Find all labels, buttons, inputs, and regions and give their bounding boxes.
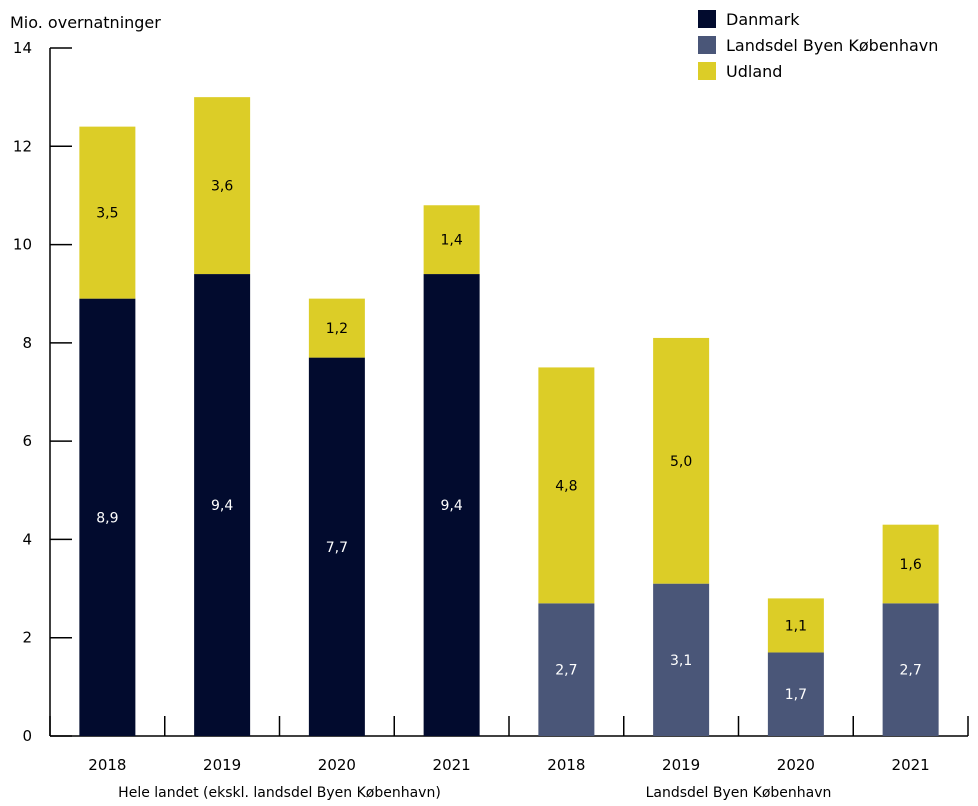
bar-segment	[308, 357, 365, 736]
x-axis: 2018 2019 2020 2021 2018 2019 2020 2021 Hele lan…	[49, 716, 969, 801]
legend-label: Danmark	[726, 10, 800, 29]
bar-value-label: 1,7	[785, 687, 807, 703]
bar-segment	[538, 603, 595, 736]
bar-value-label: 1,6	[899, 557, 921, 573]
x-tick-label: 2019	[203, 756, 241, 774]
x-tick-label: 2021	[433, 756, 471, 774]
bar-segment	[79, 126, 136, 299]
x-tick-label: 2019	[662, 756, 700, 774]
x-tick-label: 2020	[777, 756, 815, 774]
bar-value-label: 2,7	[555, 663, 577, 679]
x-tick-label: 2021	[892, 756, 930, 774]
bar-value-label: 2,7	[899, 663, 921, 679]
bar-segment	[767, 652, 824, 736]
y-tick-label: 12	[13, 137, 32, 155]
bar-segment	[308, 298, 365, 358]
legend-swatch	[698, 36, 716, 54]
bar-segment	[538, 367, 595, 604]
bar-value-label: 3,6	[211, 179, 233, 195]
bar-value-label: 1,4	[440, 233, 462, 249]
bar-value-label: 1,2	[326, 321, 348, 337]
legend-swatch	[698, 62, 716, 80]
bar-segment	[882, 603, 939, 736]
bar-value-label: 7,7	[326, 540, 348, 556]
y-tick-label: 14	[13, 39, 32, 57]
legend-label: Landsdel Byen København	[726, 36, 938, 55]
y-tick-label: 4	[22, 530, 32, 548]
bar-segment	[194, 274, 251, 736]
bar-value-label: 5,0	[670, 454, 692, 470]
bar-segment	[423, 205, 480, 275]
bar-value-label: 8,9	[96, 510, 118, 526]
bar-segment	[79, 298, 136, 736]
x-tick-label: 2020	[318, 756, 356, 774]
x-tick-label: 2018	[547, 756, 585, 774]
legend-label: Udland	[726, 62, 782, 81]
bar-value-label: 3,5	[96, 206, 118, 222]
unit-label: Mio. overnatninger	[10, 13, 161, 32]
bars: 8,9 3,5 9,4 3,6 7,7 1,2 9,4 1,4 2,7 4,8 3,1 5,0 1,7 1…	[79, 97, 939, 736]
bar-segment	[653, 337, 710, 584]
bar-value-label: 9,4	[211, 498, 233, 514]
bar-segment	[767, 598, 824, 653]
y-tick-label: 8	[22, 334, 32, 352]
y-tick-label: 0	[22, 727, 32, 745]
y-tick-label: 6	[22, 432, 32, 450]
group-label: Landsdel Byen København	[646, 785, 832, 801]
y-tick-label: 10	[13, 236, 32, 254]
x-tick-label: 2018	[88, 756, 126, 774]
y-axis: 0 2 4 6 8 10 12 14	[13, 39, 72, 745]
bar-value-label: 3,1	[670, 653, 692, 669]
group-label: Hele landet (ekskl. landsdel Byen Københ…	[118, 785, 441, 801]
y-tick-label: 2	[22, 629, 32, 647]
bar-value-label: 9,4	[440, 498, 462, 514]
bar-segment	[653, 583, 710, 736]
bar-value-label: 1,1	[785, 618, 807, 634]
bar-segment	[194, 97, 251, 275]
legend-swatch	[698, 10, 716, 28]
legend: Danmark Landsdel Byen København Udland	[698, 10, 938, 81]
bar-segment	[423, 274, 480, 736]
bar-segment	[882, 524, 939, 604]
bar-value-label: 4,8	[555, 478, 577, 494]
